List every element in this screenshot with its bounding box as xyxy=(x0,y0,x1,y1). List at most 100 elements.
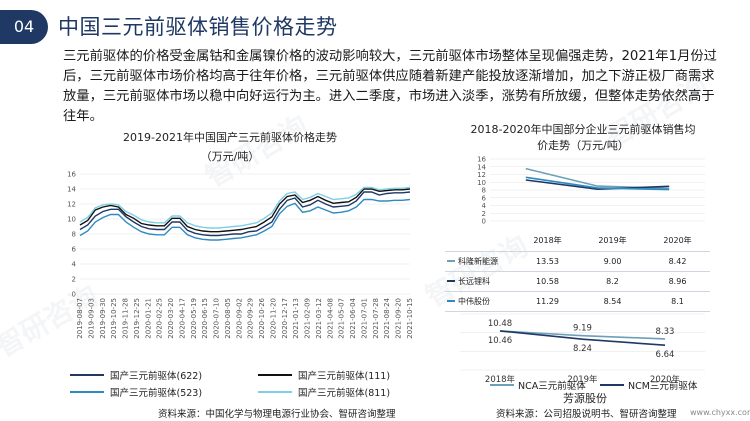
table-row: 科隆新能源 13.53 9.00 8.42 xyxy=(445,251,710,272)
data-label: 8.24 xyxy=(573,344,592,354)
legend-swatch xyxy=(258,391,292,393)
x-tick-label: 2021-10-15 xyxy=(406,298,414,339)
x-tick-label: 2019-10-25 xyxy=(110,298,118,339)
x-tick-label: 2021-06-04 xyxy=(349,297,357,338)
y-tick-label: 0 xyxy=(482,218,486,226)
table-row: 长远锂科 10.58 8.2 8.96 xyxy=(445,271,710,292)
legend-label: NCM三元前驱体 xyxy=(628,381,698,392)
x-tick-label: 2019年 xyxy=(567,374,598,385)
left-chart-title: 2019-2021年中国国产三元前驱体价格走势 xyxy=(123,131,337,144)
fangyuan-line-chart: 10.48 9.19 8.33 10.46 8.24 6.64 2018年 2019年 2020… xyxy=(460,313,705,385)
table-cell: 8.2 xyxy=(580,271,645,292)
x-tick-label: 2020-07-10 xyxy=(213,298,221,339)
bottom-chart-title: 芳源股份 xyxy=(563,392,607,405)
x-tick-label: 2021-05-07 xyxy=(338,298,346,339)
x-tick-label: 2020-02-25 xyxy=(156,298,164,339)
series-line xyxy=(499,330,666,340)
x-tick-label: 2020-12-17 xyxy=(281,298,289,339)
table-cell: 8.96 xyxy=(645,271,710,292)
series-line xyxy=(79,198,411,241)
table-cell: 8.54 xyxy=(580,291,645,312)
x-tick-label: 2020-10-26 xyxy=(258,297,266,338)
x-tick-label: 2021-07-01 xyxy=(360,298,368,339)
x-tick-label: 2020-03-20 xyxy=(167,298,175,339)
table-header-row: 2018年 2019年 2020年 xyxy=(445,231,710,252)
legend-label: NCA三元前驱体 xyxy=(518,381,586,392)
right-chart-title: 2018-2020年中国部分企业三元前驱体销售均价走势（万元/吨） xyxy=(470,123,696,152)
legend-item-nca: NCA三元前驱体 xyxy=(490,378,586,392)
table-header-cell xyxy=(445,231,515,252)
x-tick-label: 2019-09-03 xyxy=(87,298,95,339)
legend-item-111: 国产三元前驱体(111) xyxy=(258,368,390,382)
legend-label: 国产三元前驱体(622) xyxy=(110,371,203,382)
legend-item-811: 国产三元前驱体(811) xyxy=(258,385,390,399)
x-tick-label: 2020-05-19 xyxy=(190,298,198,339)
x-tick-label: 2020-01-21 xyxy=(144,298,152,339)
y-tick-label: 12 xyxy=(67,201,76,209)
data-label: 6.64 xyxy=(656,350,675,360)
table-header-cell: 2018年 xyxy=(515,231,580,252)
x-tick-label: 2019-08-07 xyxy=(76,298,84,339)
table-row-name: 中伟股份 xyxy=(445,291,515,312)
y-tick-label: 2 xyxy=(72,276,76,284)
legend-item-622: 国产三元前驱体(622) xyxy=(70,368,202,382)
y-tick-label: 6 xyxy=(482,194,487,202)
y-tick-label: 14 xyxy=(67,186,76,194)
table-row-name: 长远锂科 xyxy=(445,271,515,292)
x-tick-label: 2020-08-05 xyxy=(224,298,232,339)
y-tick-label: 6 xyxy=(72,246,77,254)
table-cell: 10.58 xyxy=(515,271,580,292)
table-header-cell: 2019年 xyxy=(580,231,645,252)
y-tick-label: 16 xyxy=(477,156,486,164)
left-chart-subtitle: （万元/吨） xyxy=(200,150,260,163)
legend-item-ncm: NCM三元前驱体 xyxy=(600,378,697,392)
right-data-table: 2018年 2019年 2020年 科隆新能源 13.53 9.00 8.42 … xyxy=(445,231,710,312)
x-tick-label: 2020-09-02 xyxy=(235,298,243,339)
right-source-note: 资料来源：公司招股说明书、智研咨询整理 xyxy=(496,409,677,420)
table-cell: 13.53 xyxy=(515,251,580,272)
legend-label: 国产三元前驱体(111) xyxy=(298,371,391,382)
table-cell: 11.29 xyxy=(515,291,580,312)
table-cell: 8.42 xyxy=(645,251,710,272)
x-tick-label: 2020-09-29 xyxy=(247,298,255,339)
data-label: 8.33 xyxy=(656,327,675,337)
y-tick-label: 16 xyxy=(67,171,76,179)
x-tick-label: 2021-01-13 xyxy=(292,298,300,339)
legend-swatch xyxy=(600,384,624,386)
x-tick-label: 2018年 xyxy=(485,374,516,385)
data-label: 9.19 xyxy=(573,324,592,334)
y-tick-label: 4 xyxy=(482,202,487,210)
x-tick-label: 2020-04-17 xyxy=(178,298,186,339)
y-tick-label: 0 xyxy=(72,291,76,299)
x-tick-label: 2020-06-15 xyxy=(201,298,209,339)
legend-swatch xyxy=(490,384,514,386)
x-tick-label: 2020-11-20 xyxy=(269,298,277,339)
series-line xyxy=(79,186,411,229)
series-line xyxy=(525,179,670,191)
legend-item-523: 国产三元前驱体(523) xyxy=(70,385,202,399)
page-title: 中国三元前驱体销售价格走势 xyxy=(58,15,338,39)
legend-label: 国产三元前驱体(523) xyxy=(110,388,203,399)
x-tick-label: 2021-03-12 xyxy=(315,298,323,339)
x-tick-label: 2019-11-28 xyxy=(122,298,130,339)
x-tick-label: 2021-07-28 xyxy=(372,298,380,339)
table-cell: 9.00 xyxy=(580,251,645,272)
series-line xyxy=(525,167,670,190)
x-tick-label: 2021-08-24 xyxy=(383,297,391,338)
y-tick-label: 8 xyxy=(482,187,486,195)
series-line xyxy=(79,191,411,237)
body-paragraph: 三元前驱体的价格受金属钴和金属镍价格的波动影响较大，三元前驱体市场整体呈现偏强走… xyxy=(63,49,717,124)
series-line xyxy=(525,176,670,191)
table-cell: 8.1 xyxy=(645,291,710,312)
x-tick-label: 2020年 xyxy=(650,374,681,385)
x-tick-label: 2019-12-25 xyxy=(133,298,141,339)
y-tick-label: 12 xyxy=(477,171,486,179)
data-label: 10.46 xyxy=(488,336,512,346)
table-row-name: 科隆新能源 xyxy=(445,251,515,272)
y-tick-label: 10 xyxy=(477,179,486,187)
slide-number-badge: 04 xyxy=(0,10,48,44)
x-tick-label: 2019-09-30 xyxy=(99,298,107,339)
legend-swatch xyxy=(258,374,292,376)
left-source-note: 资料来源：中国化学与物理电源行业协会、智研咨询整理 xyxy=(158,409,396,420)
y-tick-label: 8 xyxy=(72,231,76,239)
